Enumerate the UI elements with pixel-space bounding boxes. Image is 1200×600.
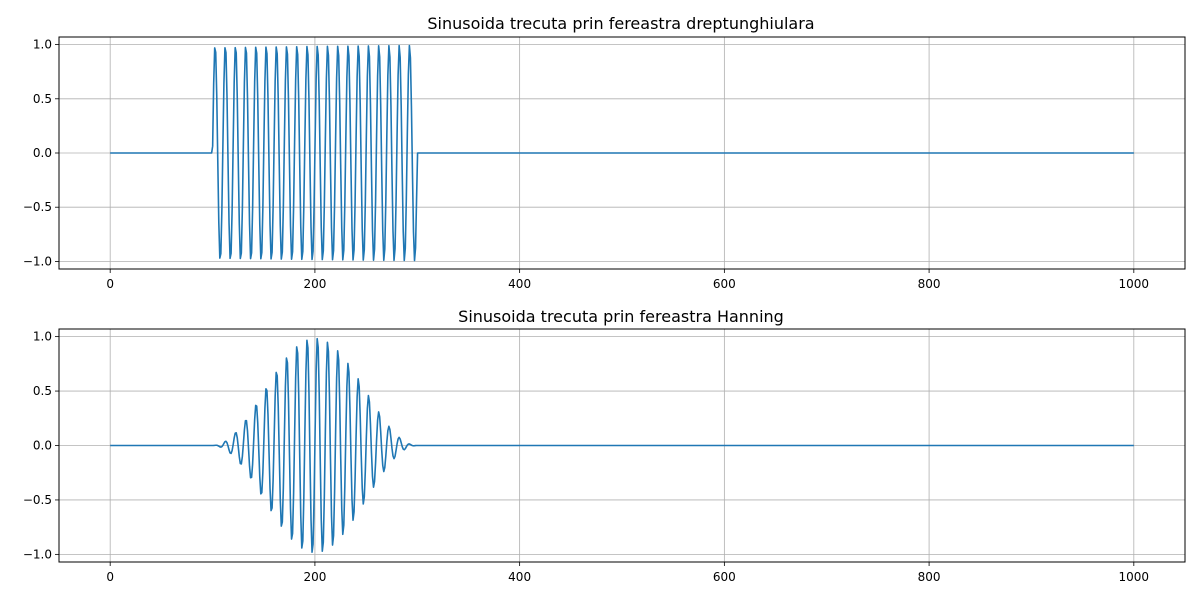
x-tick-label: 400 — [508, 570, 531, 584]
y-tick-label: 0.5 — [33, 92, 52, 106]
y-tick-label: −0.5 — [23, 493, 52, 507]
x-tick-label: 0 — [106, 570, 114, 584]
x-axis: 0 200 400 600 800 1000 — [106, 269, 1149, 291]
series-layer — [110, 337, 1134, 554]
x-tick-label: 600 — [713, 570, 736, 584]
y-tick-label: 0.0 — [33, 146, 52, 160]
y-tick-label: −1.0 — [23, 254, 52, 268]
x-tick-label: 1000 — [1119, 277, 1150, 291]
y-axis: −1.0 −0.5 0.0 0.5 1.0 — [23, 38, 59, 268]
chart-title: Sinusoida trecuta prin fereastra Hanning — [458, 307, 784, 326]
series-layer — [110, 44, 1134, 262]
x-tick-label: 0 — [106, 277, 114, 291]
x-axis: 0 200 400 600 800 1000 — [106, 562, 1149, 584]
x-tick-label: 800 — [918, 570, 941, 584]
y-tick-label: 1.0 — [33, 330, 52, 344]
y-tick-label: 0.5 — [33, 384, 52, 398]
x-tick-label: 400 — [508, 277, 531, 291]
y-tick-label: −0.5 — [23, 200, 52, 214]
subplot-hanning-window: Sinusoida trecuta prin fereastra Hanning… — [23, 307, 1186, 584]
x-tick-label: 200 — [303, 277, 326, 291]
x-tick-label: 1000 — [1119, 570, 1150, 584]
subplot-rectangular-window: Sinusoida trecuta prin fereastra dreptun… — [23, 14, 1186, 291]
series-line — [110, 337, 1134, 554]
x-tick-label: 600 — [713, 277, 736, 291]
y-axis: −1.0 −0.5 0.0 0.5 1.0 — [23, 330, 59, 561]
x-tick-label: 800 — [918, 277, 941, 291]
y-tick-label: 1.0 — [33, 38, 52, 52]
y-tick-label: 0.0 — [33, 439, 52, 453]
x-tick-label: 200 — [303, 570, 326, 584]
chart-title: Sinusoida trecuta prin fereastra dreptun… — [427, 14, 814, 33]
y-tick-label: −1.0 — [23, 547, 52, 561]
series-line — [110, 44, 1134, 262]
